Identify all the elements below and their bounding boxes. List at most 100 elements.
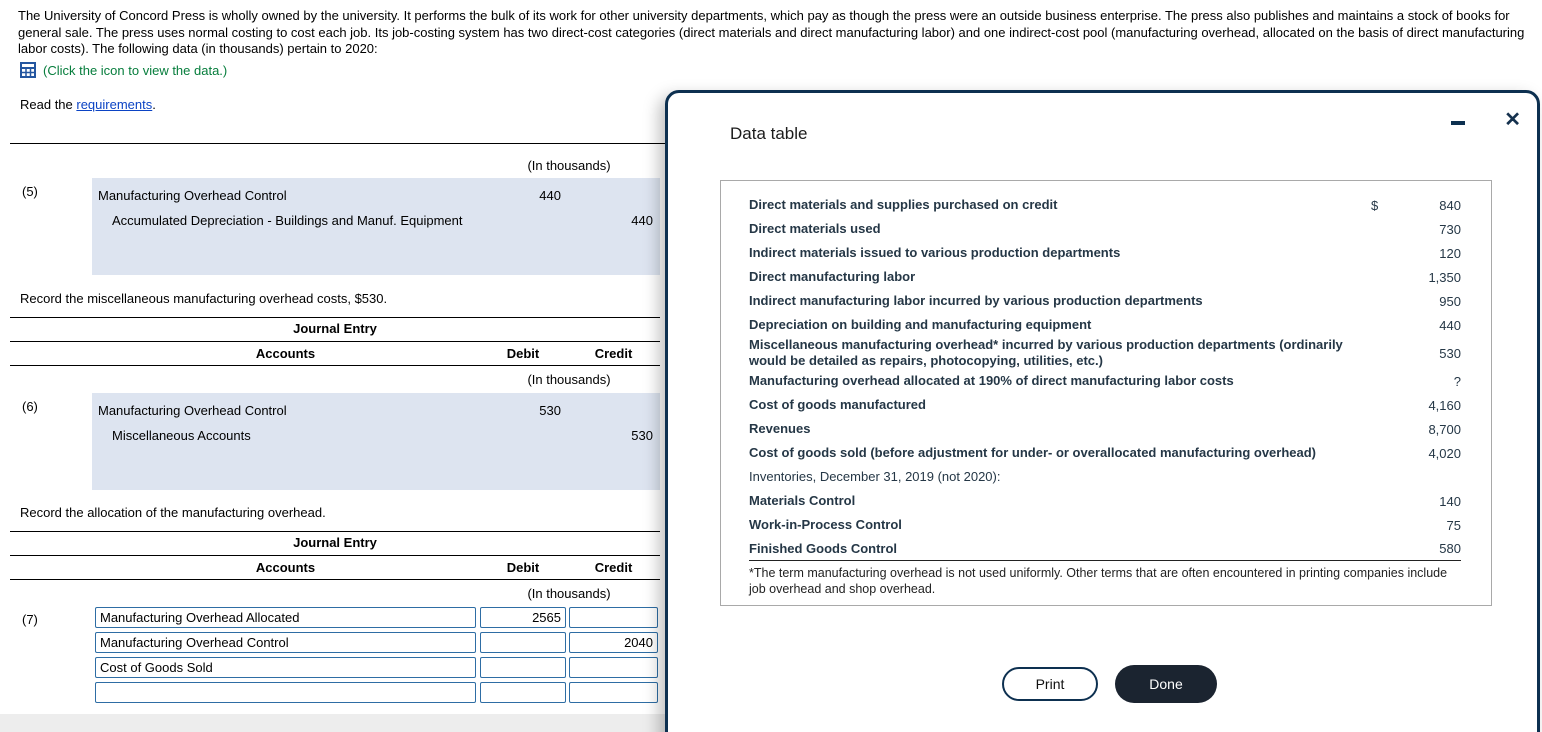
data-table: Direct materials and supplies purchased … (720, 180, 1492, 606)
row-label: Direct materials used (749, 221, 881, 236)
row-label: Indirect materials issued to various pro… (749, 245, 1121, 260)
data-row: Depreciation on building and manufacturi… (749, 313, 1461, 337)
data-row: Manufacturing overhead allocated at 190%… (749, 369, 1461, 393)
row-value: 1,350 (1428, 269, 1461, 285)
data-row: Cost of goods manufactured 4,160 (749, 393, 1461, 417)
instruction-7: Record the allocation of the manufacturi… (20, 505, 326, 520)
debit-input-1[interactable] (480, 607, 566, 628)
row-label: Manufacturing overhead allocated at 190%… (749, 373, 1234, 388)
account-input-4[interactable] (95, 682, 476, 703)
entry6-number: (6) (22, 399, 38, 414)
data-table-icon[interactable] (20, 62, 36, 78)
in-thousands-label: (In thousands) (527, 158, 611, 173)
row-label: Cost of goods sold (before adjustment fo… (749, 445, 1317, 460)
done-button[interactable]: Done (1115, 665, 1217, 703)
journal-entry-title: Journal Entry (293, 535, 377, 550)
data-row: Indirect manufacturing labor incurred by… (749, 289, 1461, 313)
row-value: 140 (1439, 493, 1461, 509)
divider (10, 555, 660, 556)
journal-entry-5: Manufacturing Overhead Control 440 Accum… (92, 178, 660, 275)
data-row: Revenues 8,700 (749, 417, 1461, 441)
credit-header: Credit (594, 560, 633, 575)
requirements-link[interactable]: requirements (76, 97, 153, 112)
minimize-icon[interactable] (1451, 121, 1465, 125)
row-label: Indirect manufacturing labor incurred by… (749, 293, 1203, 308)
debit-cell: 530 (539, 403, 561, 418)
account-cell: Accumulated Depreciation - Buildings and… (112, 213, 463, 228)
row-value: 840 (1439, 197, 1461, 213)
journal-entry-title: Journal Entry (293, 321, 377, 336)
row-value: 120 (1439, 245, 1461, 261)
row-label: Finished Goods Control (749, 540, 898, 556)
row-label: Direct manufacturing labor (749, 269, 916, 284)
table-footnote: *The term manufacturing overhead is not … (749, 566, 1448, 596)
row-value: ? (1453, 373, 1461, 389)
credit-input-1[interactable] (569, 607, 658, 628)
close-icon[interactable]: ✕ (1504, 109, 1521, 131)
currency-symbol: $ (1371, 197, 1379, 213)
data-row: Miscellaneous manufacturing overhead* in… (749, 337, 1461, 369)
debit-input-4[interactable] (480, 682, 566, 703)
row-value: 950 (1439, 293, 1461, 309)
credit-input-2[interactable] (569, 632, 658, 653)
data-row: Direct materials and supplies purchased … (749, 193, 1461, 217)
credit-input-3[interactable] (569, 657, 658, 678)
view-data-link[interactable]: (Click the icon to view the data.) (43, 62, 228, 78)
read-requirements: Read the requirements. (20, 97, 156, 112)
data-row: Inventories, December 31, 2019 (not 2020… (749, 465, 1461, 489)
in-thousands-label: (In thousands) (527, 586, 611, 601)
debit-header: Debit (506, 560, 540, 575)
account-cell: Manufacturing Overhead Control (98, 403, 287, 418)
row-label: Depreciation on building and manufacturi… (749, 317, 1092, 332)
entry7-number: (7) (22, 612, 38, 627)
row-label: Revenues (749, 421, 811, 436)
row-label: Inventories, December 31, 2019 (not 2020… (749, 469, 1001, 484)
accounts-header: Accounts (255, 346, 316, 361)
data-row: Direct manufacturing labor 1,350 (749, 265, 1461, 289)
row-label: Miscellaneous manufacturing overhead* in… (749, 337, 1343, 368)
row-label: Cost of goods manufactured (749, 397, 926, 412)
scroll-strip (0, 714, 667, 732)
in-thousands-label: (In thousands) (527, 372, 611, 387)
data-table-modal: Data table ✕ Direct materials and suppli… (665, 90, 1540, 732)
divider (10, 365, 660, 366)
row-value: 580 (1439, 541, 1461, 556)
account-cell: Miscellaneous Accounts (112, 428, 251, 443)
data-row: Indirect materials issued to various pro… (749, 241, 1461, 265)
credit-cell: 530 (631, 428, 653, 443)
journal-row: Manufacturing Overhead Control 530 (92, 398, 660, 423)
account-input-2[interactable] (95, 632, 476, 653)
instruction-6: Record the miscellaneous manufacturing o… (20, 291, 388, 306)
account-input-1[interactable] (95, 607, 476, 628)
row-value: 75 (1446, 517, 1461, 533)
debit-header: Debit (506, 346, 540, 361)
journal-row: Miscellaneous Accounts 530 (92, 423, 660, 448)
data-row: Work-in-Process Control 75 (749, 513, 1461, 537)
data-row: Direct materials used 730 (749, 217, 1461, 241)
row-value: 530 (1439, 345, 1461, 361)
read-prefix: Read the (20, 97, 77, 112)
credit-input-4[interactable] (569, 682, 658, 703)
modal-title: Data table (730, 124, 808, 143)
entry5-number: (5) (22, 184, 38, 199)
account-input-3[interactable] (95, 657, 476, 678)
row-value: 730 (1439, 221, 1461, 237)
debit-input-2[interactable] (480, 632, 566, 653)
row-value: 8,700 (1428, 421, 1461, 437)
journal-entry-6: Manufacturing Overhead Control 530 Misce… (92, 393, 660, 490)
problem-statement: The University of Concord Press is wholl… (18, 8, 1525, 56)
row-value: 440 (1439, 317, 1461, 333)
debit-input-3[interactable] (480, 657, 566, 678)
divider (10, 317, 660, 318)
print-button[interactable]: Print (1002, 667, 1098, 701)
data-row: Cost of goods sold (before adjustment fo… (749, 441, 1461, 465)
accounts-header: Accounts (255, 560, 316, 575)
row-label: Direct materials and supplies purchased … (749, 197, 1058, 212)
view-data-row: (Click the icon to view the data.) (20, 62, 227, 78)
debit-cell: 440 (539, 188, 561, 203)
data-row: Materials Control 140 (749, 489, 1461, 513)
account-cell: Manufacturing Overhead Control (98, 188, 287, 203)
row-value: 4,020 (1428, 445, 1461, 461)
journal-row: Accumulated Depreciation - Buildings and… (92, 208, 660, 233)
